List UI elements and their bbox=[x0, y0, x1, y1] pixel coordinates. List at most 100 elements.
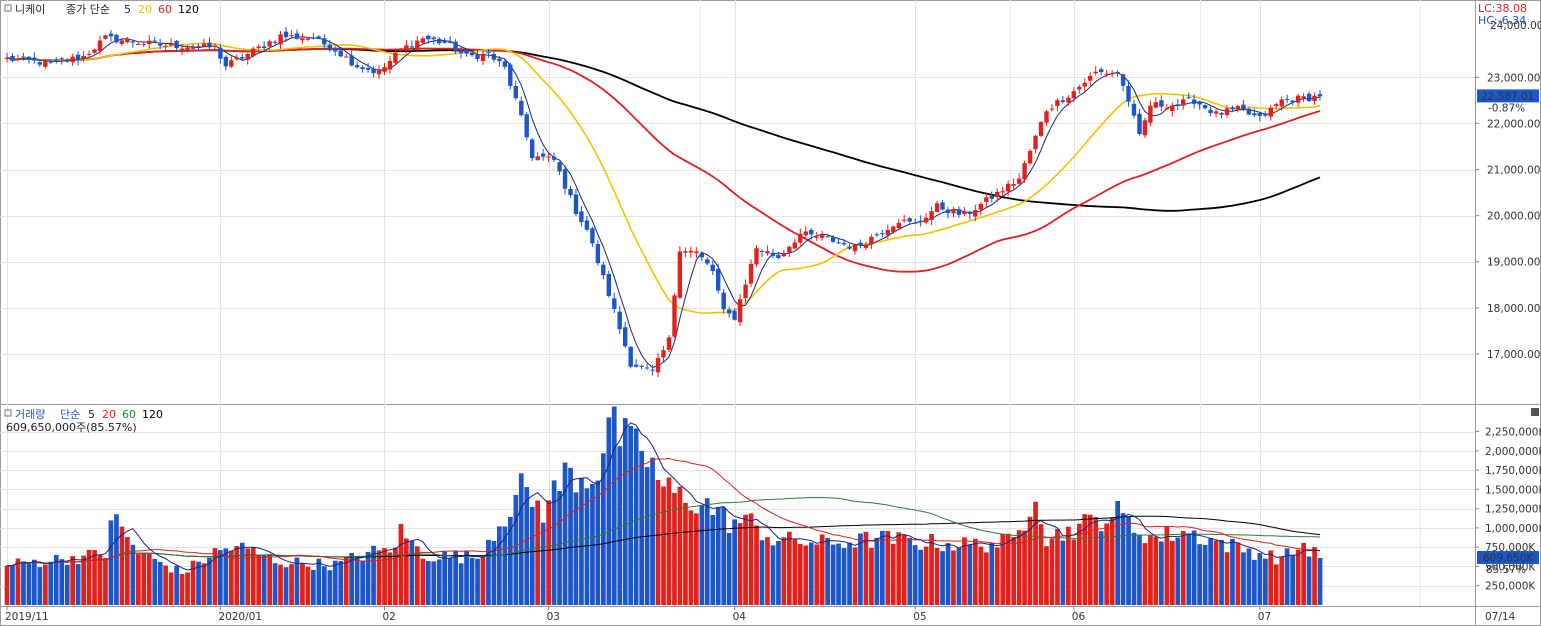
volume-bar bbox=[918, 549, 923, 605]
candle-body bbox=[841, 242, 847, 245]
candle-body bbox=[923, 217, 929, 223]
volume-bar bbox=[469, 557, 475, 605]
volume-bar bbox=[1137, 534, 1142, 605]
volume-bar bbox=[896, 532, 902, 605]
volume-bar bbox=[814, 544, 820, 605]
volume-bar bbox=[770, 545, 776, 605]
candle-body bbox=[913, 222, 918, 224]
candle-body bbox=[650, 369, 655, 371]
volume-bar bbox=[168, 572, 174, 605]
volume-panel-close-icon[interactable] bbox=[1531, 408, 1539, 416]
volume-panel-toggle-icon[interactable] bbox=[4, 409, 12, 417]
candle-body bbox=[754, 248, 759, 265]
candle-body bbox=[508, 64, 513, 86]
volume-bar bbox=[442, 550, 447, 605]
volume-bar bbox=[792, 539, 798, 605]
volume-bar bbox=[1060, 540, 1066, 605]
volume-bar bbox=[491, 540, 497, 605]
volume-bar bbox=[1246, 548, 1252, 605]
candle-body bbox=[196, 45, 201, 47]
volume-bar bbox=[393, 547, 398, 605]
candle-body bbox=[798, 233, 803, 243]
price-tick-label: 22,000.00 bbox=[1487, 118, 1540, 130]
candle-body bbox=[934, 203, 940, 212]
volume-bar bbox=[1055, 528, 1060, 605]
volume-panel-title: 거래량 bbox=[15, 408, 45, 421]
volume-tick-label: 2,250,000K bbox=[1485, 427, 1541, 439]
candle-body bbox=[727, 309, 732, 314]
volume-bar bbox=[486, 539, 491, 605]
candle-body bbox=[201, 43, 207, 47]
volume-bar bbox=[458, 563, 464, 605]
volume-bar bbox=[890, 543, 896, 605]
volume-bar bbox=[267, 554, 272, 605]
candle-body bbox=[75, 54, 81, 60]
candle-body bbox=[404, 45, 409, 49]
candle-body bbox=[1006, 183, 1011, 192]
candle-body bbox=[294, 33, 300, 39]
candle-body bbox=[623, 327, 628, 347]
candle-body bbox=[929, 211, 934, 220]
candle-body bbox=[1317, 94, 1323, 97]
volume-bar bbox=[715, 507, 721, 605]
price-panel-title: 니케이 bbox=[15, 3, 45, 16]
candle-body bbox=[1159, 100, 1164, 107]
candle-body bbox=[158, 44, 163, 46]
volume-bar bbox=[1164, 526, 1170, 605]
candle-body bbox=[590, 228, 595, 244]
candle-body bbox=[902, 219, 907, 221]
candle-body bbox=[551, 156, 557, 160]
volume-bar bbox=[584, 488, 590, 605]
candle-body bbox=[59, 58, 64, 60]
volume-bar bbox=[289, 564, 294, 605]
candle-body bbox=[820, 235, 825, 238]
volume-bar bbox=[157, 561, 163, 605]
candle-body bbox=[486, 52, 491, 54]
candle-body bbox=[644, 367, 650, 369]
volume-bar bbox=[497, 526, 502, 605]
candle-body bbox=[70, 56, 75, 63]
candle-body bbox=[748, 263, 754, 284]
candle-body bbox=[1038, 122, 1044, 136]
price-panel-toggle-icon[interactable] bbox=[4, 4, 12, 12]
volume-bar bbox=[551, 480, 557, 605]
candle-body bbox=[26, 56, 32, 60]
candle-body bbox=[951, 209, 956, 214]
volume-bar bbox=[338, 561, 344, 605]
volume-bar bbox=[196, 561, 201, 605]
candle-body bbox=[885, 229, 890, 236]
candle-body bbox=[803, 231, 808, 236]
candle-body bbox=[1197, 101, 1202, 105]
volume-bar bbox=[53, 554, 59, 605]
volume-bar bbox=[934, 548, 940, 605]
volume-bar bbox=[606, 417, 612, 605]
candle-body bbox=[21, 56, 26, 58]
candle-body bbox=[628, 346, 633, 367]
volume-bar bbox=[1301, 542, 1306, 605]
candle-body bbox=[491, 54, 497, 60]
volume-bar bbox=[1284, 548, 1290, 605]
volume-bar bbox=[869, 547, 874, 605]
candle-body bbox=[1224, 108, 1230, 116]
volume-bar bbox=[524, 487, 530, 605]
candle-body bbox=[316, 36, 321, 38]
candle-body bbox=[1263, 114, 1268, 116]
candle-body bbox=[918, 220, 923, 222]
candle-body bbox=[1279, 99, 1284, 107]
candle-body bbox=[595, 244, 601, 264]
volume-bar bbox=[119, 526, 125, 605]
candle-body bbox=[185, 47, 190, 51]
candle-body bbox=[174, 40, 179, 49]
price-ma-label-5: 5 bbox=[124, 3, 131, 16]
candle-body bbox=[371, 68, 376, 74]
candle-body bbox=[705, 259, 710, 264]
candle-body bbox=[141, 43, 146, 45]
candle-body bbox=[639, 365, 644, 367]
volume-bar bbox=[436, 559, 442, 605]
volume-bar bbox=[316, 558, 322, 605]
volume-bar bbox=[847, 542, 852, 605]
volume-bar bbox=[765, 537, 770, 605]
volume-bar bbox=[1098, 531, 1104, 605]
candle-body bbox=[245, 54, 250, 60]
